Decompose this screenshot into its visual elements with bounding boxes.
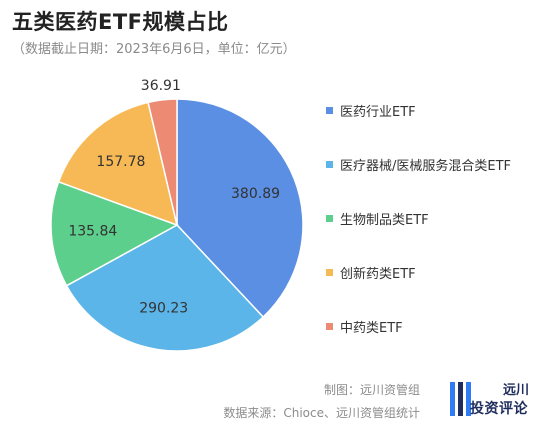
- chart-subtitle: （数据截止日期：2023年6月6日，单位：亿元）: [12, 42, 296, 57]
- chart-legend: 医药行业ETF 医疗器械/医械服务混合类ETF 生物制品类ETF 创新药类ETF 中药类…: [326, 100, 548, 370]
- slice-value-label: 290.23: [139, 300, 188, 316]
- yuanchuan-logo: [450, 382, 471, 416]
- slice-value-label: 36.91: [141, 78, 181, 94]
- legend-item: 生物制品类ETF: [326, 208, 548, 228]
- legend-swatch: [326, 322, 333, 330]
- chart-credit: 制图：远川资管组: [323, 383, 420, 397]
- legend-item: 医疗器械/医械服务混合类ETF: [326, 154, 548, 174]
- pie-slice: [50, 180, 179, 287]
- legend-label: 医药行业ETF: [340, 104, 416, 120]
- pie-slice: [65, 224, 265, 352]
- legend-label: 中药类ETF: [340, 320, 403, 336]
- logo-subtitle: 投资评论: [470, 401, 528, 417]
- legend-item: 中药类ETF: [326, 316, 548, 336]
- legend-label: 医疗器械/医械服务混合类ETF: [340, 158, 512, 174]
- legend-item: 创新药类ETF: [326, 262, 548, 282]
- legend-swatch: [326, 214, 333, 222]
- legend-label: 生物制品类ETF: [340, 212, 429, 228]
- data-source-note: 数据来源：Chioce、远川资管组统计: [223, 406, 420, 420]
- pie-slice: [176, 98, 304, 319]
- slice-value-label: 380.89: [231, 186, 280, 202]
- pie-slice: [57, 101, 179, 227]
- legend-swatch: [326, 268, 333, 276]
- chart-title: 五类医药ETF规模占比: [12, 10, 229, 34]
- legend-label: 创新药类ETF: [340, 266, 416, 282]
- logo-name: 远川: [503, 383, 530, 398]
- slice-value-label: 157.78: [96, 154, 145, 170]
- slice-value-label: 135.84: [68, 223, 117, 239]
- legend-item: 医药行业ETF: [326, 100, 548, 120]
- legend-swatch: [326, 160, 333, 168]
- pie-slice: [147, 98, 178, 226]
- legend-swatch: [326, 106, 333, 114]
